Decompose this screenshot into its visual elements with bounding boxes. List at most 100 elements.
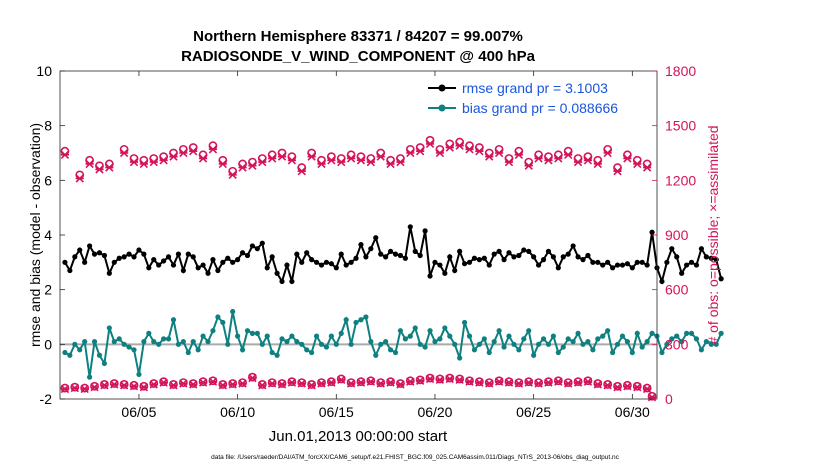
rmse-point — [333, 265, 339, 271]
obs-assimilated-point — [139, 159, 149, 169]
bias-point — [299, 341, 305, 347]
bias-point — [368, 339, 374, 345]
bias-point — [205, 339, 211, 345]
obs-assimilated-point — [396, 157, 405, 167]
rmse-point — [239, 250, 246, 256]
rmse-point — [595, 259, 601, 265]
obs-possible-point — [465, 376, 474, 386]
obs-assimilated-point — [554, 154, 563, 163]
rmse-point — [175, 251, 182, 257]
obs-assimilated-point — [208, 377, 218, 386]
obs-assimilated-point — [583, 156, 593, 165]
obs-assimilated-point — [346, 154, 356, 163]
obs-possible-point — [376, 378, 386, 387]
bias-point — [363, 314, 369, 320]
bias-point — [516, 347, 522, 353]
rmse-point — [343, 262, 349, 268]
x-tick-label: 06/20 — [417, 404, 452, 420]
rmse-point — [304, 250, 310, 256]
bias-point — [634, 330, 640, 336]
rmse-point — [452, 267, 458, 274]
rmse-point — [501, 257, 507, 263]
obs-assimilated-point — [642, 384, 652, 394]
bias-point — [230, 308, 236, 315]
rmse-point — [323, 259, 330, 265]
rmse-point — [279, 278, 285, 285]
bias-point — [338, 330, 344, 336]
bias-point — [679, 339, 685, 345]
obs-assimilated-point — [228, 170, 237, 180]
bias-point — [531, 352, 537, 358]
bias-point — [461, 319, 468, 326]
rmse-point — [698, 246, 705, 252]
obs-possible-point — [534, 378, 543, 387]
bias-point — [575, 330, 581, 336]
bias-point — [693, 336, 700, 342]
chart-title-line1: Northern Hemisphere 83371 / 84207 = 99.0… — [193, 28, 523, 45]
obs-possible-point — [149, 379, 159, 388]
obs-assimilated-point — [593, 380, 602, 389]
obs-assimilated-point — [485, 152, 494, 161]
obs-possible-point — [622, 380, 632, 390]
obs-assimilated-point — [258, 157, 267, 167]
obs-assimilated-point — [105, 163, 114, 172]
bias-point — [304, 347, 310, 353]
obs-assimilated-point — [406, 148, 415, 158]
rmse-point — [170, 262, 177, 268]
obs-assimilated-point — [119, 148, 129, 158]
rmse-point — [634, 259, 640, 265]
bias-point — [486, 349, 492, 356]
bias-point — [417, 341, 423, 347]
y-tick-label-left: 0 — [44, 336, 52, 352]
rmse-point — [87, 243, 93, 249]
obs-assimilated-point — [445, 143, 454, 152]
rmse-point — [249, 243, 256, 249]
obs-possible-point — [178, 378, 188, 387]
obs-assimilated-point — [455, 375, 464, 385]
obs-assimilated-point — [366, 377, 376, 386]
rmse-point — [348, 259, 354, 265]
obs-assimilated-point — [593, 159, 602, 169]
obs-assimilated-point — [465, 377, 474, 386]
obs-possible-point — [297, 378, 307, 387]
obs-assimilated-point — [386, 378, 395, 387]
obs-assimilated-point — [317, 159, 326, 169]
rmse-point — [491, 251, 497, 257]
bias-point — [476, 341, 482, 347]
bias-line — [64, 311, 723, 378]
rmse-point — [121, 254, 127, 260]
obs-assimilated-point — [396, 380, 405, 389]
bias-point — [644, 339, 650, 345]
rmse-point — [600, 262, 606, 268]
bias-point — [674, 333, 680, 339]
obs-possible-point — [603, 380, 613, 389]
obs-possible-point — [90, 381, 99, 391]
bias-point — [684, 330, 690, 336]
bias-point — [718, 330, 724, 336]
obs-assimilated-point — [633, 382, 642, 392]
obs-assimilated-point — [179, 148, 188, 158]
bias-point — [215, 314, 221, 320]
rmse-point — [629, 265, 635, 271]
data-file-footer: data file: /Users/raeder/DAI/ATM_forcXX/… — [211, 454, 620, 461]
rmse-point — [639, 259, 645, 265]
bias-point — [220, 319, 226, 326]
y-axis-label-left: rmse and bias (model - observation) — [27, 123, 43, 347]
bias-point — [165, 336, 172, 342]
rmse-point — [713, 257, 719, 263]
obs-assimilated-point — [544, 378, 553, 387]
bias-point — [412, 325, 418, 331]
bias-point — [101, 360, 108, 367]
obs-possible-point — [238, 378, 247, 387]
bias-point — [545, 341, 552, 347]
obs-assimilated-point — [366, 157, 376, 167]
rmse-point — [422, 228, 428, 234]
obs-assimilated-point — [504, 157, 514, 167]
rmse-point — [466, 259, 473, 265]
obs-possible-point — [109, 379, 119, 388]
rmse-point — [496, 248, 502, 254]
rmse-point — [180, 267, 186, 274]
bias-point — [126, 344, 132, 350]
obs-assimilated-point — [623, 382, 632, 391]
